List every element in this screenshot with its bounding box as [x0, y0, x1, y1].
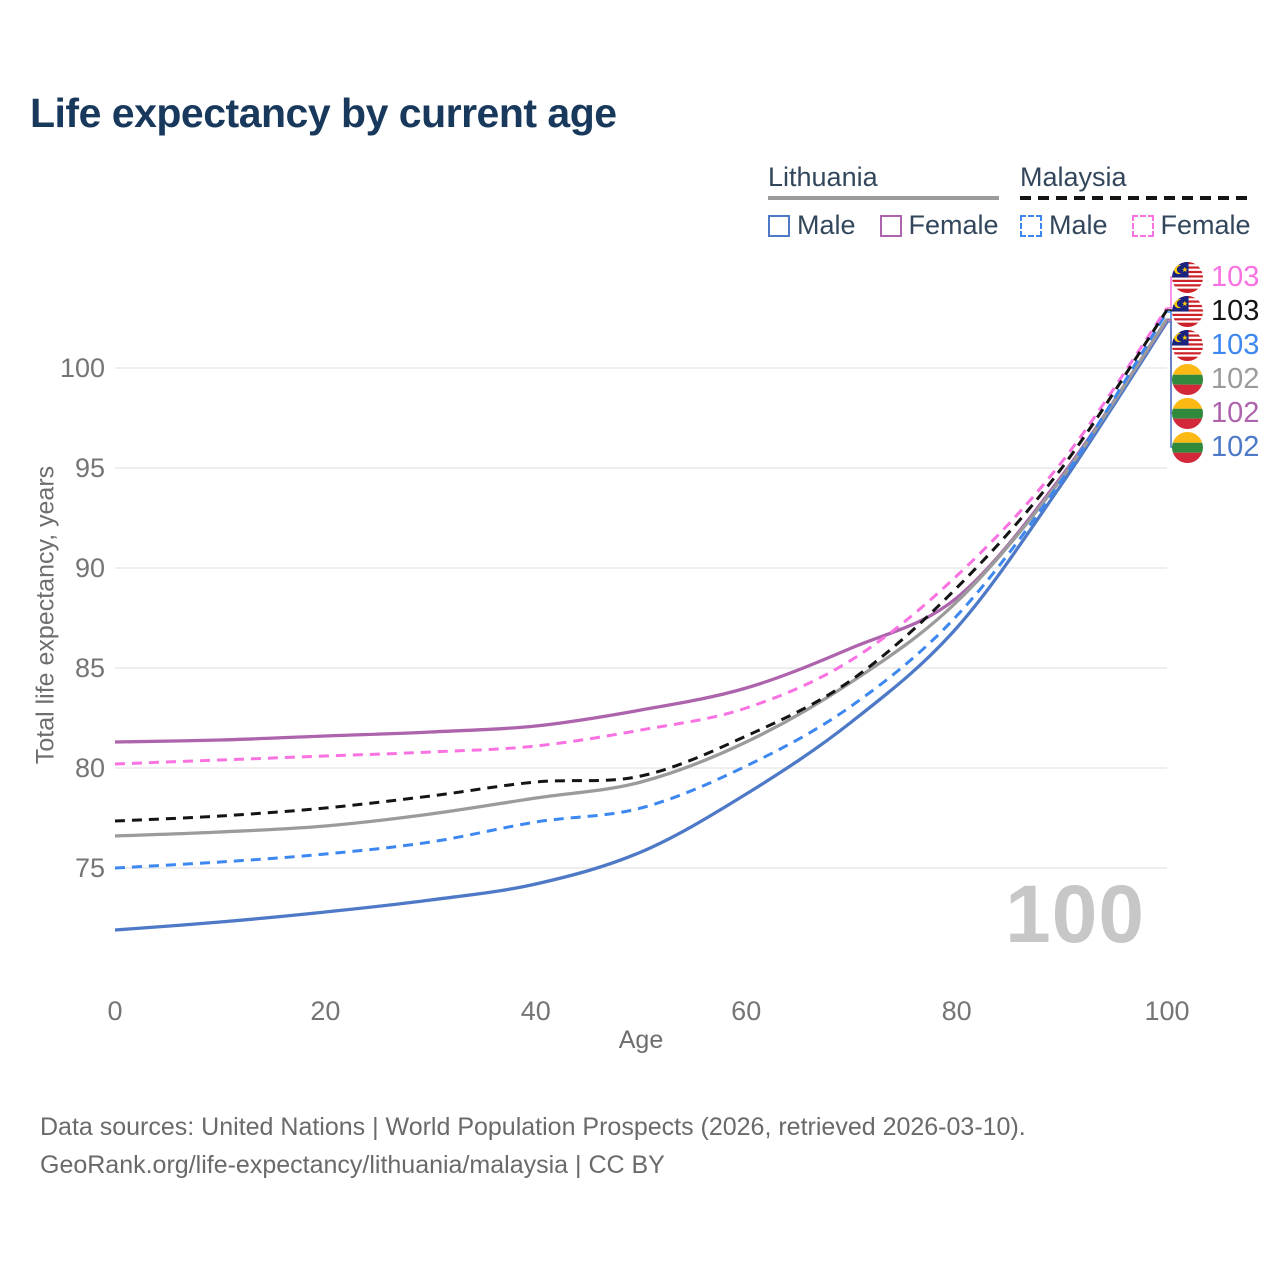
legend-header-lithuania: Lithuania — [768, 162, 878, 192]
x-tick-label: 0 — [107, 996, 122, 1026]
series-line-malaysia — [114, 309, 1169, 823]
age-counter-watermark: 100 — [1005, 869, 1145, 960]
x-tick-label: 100 — [1144, 996, 1189, 1026]
x-tick-label: 80 — [942, 996, 972, 1026]
flag-lithuania-icon — [1172, 432, 1203, 463]
end-label-value: 102 — [1211, 430, 1260, 463]
legend-header-malaysia: Malaysia — [1020, 162, 1127, 192]
legend-item-lithuania-male[interactable]: Male — [768, 210, 856, 241]
flag-lithuania-icon — [1172, 398, 1203, 429]
end-label-row: 103 — [1172, 295, 1259, 327]
y-tick-label: 85 — [75, 653, 105, 683]
end-label-row: 102 — [1172, 397, 1259, 429]
y-axis-title: Total life expectancy, years — [31, 465, 60, 765]
series-line-lithuania — [114, 318, 1169, 838]
end-label-value: 102 — [1211, 362, 1260, 395]
x-tick-label: 40 — [521, 996, 551, 1026]
line-swatch-icon — [1020, 214, 1042, 237]
series-line-malaysia-male — [114, 311, 1169, 870]
y-tick-label: 75 — [75, 853, 105, 883]
footer-attribution: GeoRank.org/life-expectancy/lithuania/ma… — [40, 1151, 665, 1179]
flag-malaysia-icon — [1172, 262, 1203, 293]
legend-item-label: Female — [908, 210, 999, 240]
line-swatch-icon — [1131, 214, 1154, 237]
x-tick-label: 60 — [731, 996, 761, 1026]
end-label-value: 103 — [1211, 328, 1260, 361]
line-swatch-icon — [768, 214, 790, 237]
end-label-value: 103 — [1211, 260, 1260, 293]
series-line-lithuania-male — [114, 321, 1169, 932]
legend-item-malaysia-female[interactable]: Female — [1131, 210, 1251, 241]
legend-underline-dashed — [1020, 196, 1251, 200]
legend-item-label: Male — [797, 210, 856, 240]
flag-lithuania-icon — [1172, 364, 1203, 395]
legend-underline-solid — [768, 196, 999, 200]
legend-item-label: Male — [1049, 210, 1108, 240]
y-tick-label: 100 — [60, 353, 105, 383]
flag-malaysia-icon — [1172, 296, 1203, 327]
legend-group-lithuania: Lithuania Male Female — [768, 162, 999, 241]
end-label-row: 103 — [1172, 261, 1259, 293]
end-label-row: 102 — [1172, 363, 1259, 395]
footer: Data sources: United Nations | World Pop… — [40, 1108, 1026, 1184]
end-label-row: 103 — [1172, 329, 1259, 361]
end-label-row: 102 — [1172, 431, 1259, 463]
legend-item-label: Female — [1160, 210, 1251, 240]
legend-item-malaysia-male[interactable]: Male — [1020, 210, 1108, 241]
end-label-value: 102 — [1211, 396, 1260, 429]
legend-group-malaysia: Malaysia Male Female — [1020, 162, 1251, 241]
x-axis-title: Age — [618, 1026, 664, 1054]
line-swatch-icon — [879, 214, 902, 237]
flag-malaysia-icon — [1172, 330, 1203, 361]
end-label-value: 103 — [1211, 294, 1260, 327]
footer-data-sources: Data sources: United Nations | World Pop… — [40, 1113, 1026, 1141]
y-tick-label: 90 — [75, 553, 105, 583]
page-title: Life expectancy by current age — [30, 90, 617, 136]
y-tick-label: 95 — [75, 453, 105, 483]
x-tick-label: 20 — [310, 996, 340, 1026]
series-line-malaysia-female — [114, 307, 1169, 766]
legend-item-lithuania-female[interactable]: Female — [879, 210, 999, 241]
y-tick-label: 80 — [75, 753, 105, 783]
